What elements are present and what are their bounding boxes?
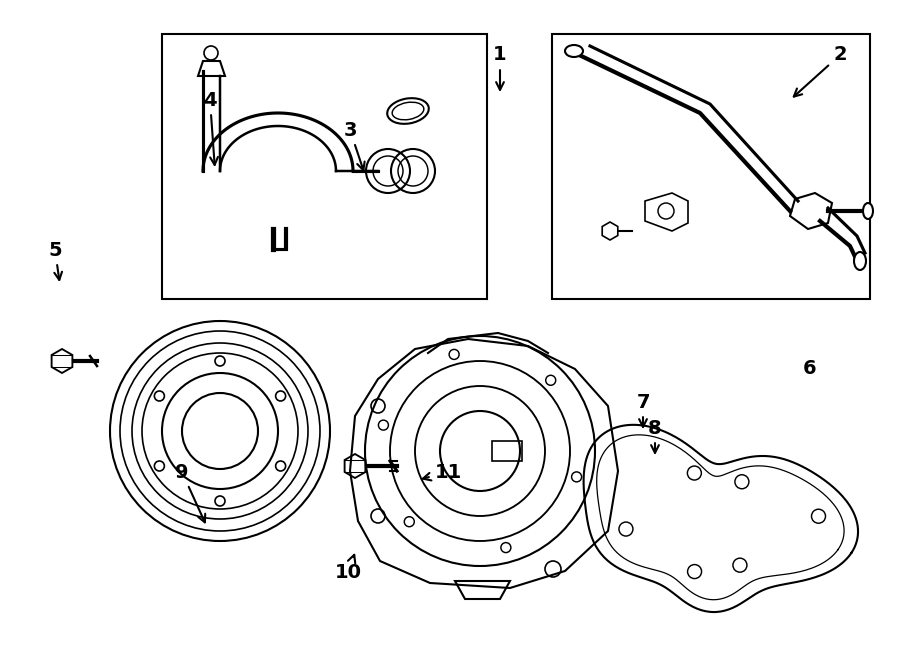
Text: 8: 8: [648, 418, 662, 453]
Ellipse shape: [854, 252, 866, 270]
Bar: [162, 34, 487, 299]
Text: 11: 11: [423, 463, 462, 481]
Text: 1: 1: [493, 46, 507, 90]
Text: 4: 4: [203, 91, 218, 165]
Text: 7: 7: [636, 393, 650, 427]
Ellipse shape: [565, 45, 583, 57]
Text: 6: 6: [803, 358, 817, 377]
Ellipse shape: [863, 203, 873, 219]
Text: 5: 5: [49, 241, 62, 280]
Text: 10: 10: [335, 555, 362, 582]
Bar: [552, 34, 870, 299]
Text: 2: 2: [794, 46, 847, 97]
Text: 9: 9: [176, 463, 205, 522]
Text: 3: 3: [343, 120, 364, 170]
